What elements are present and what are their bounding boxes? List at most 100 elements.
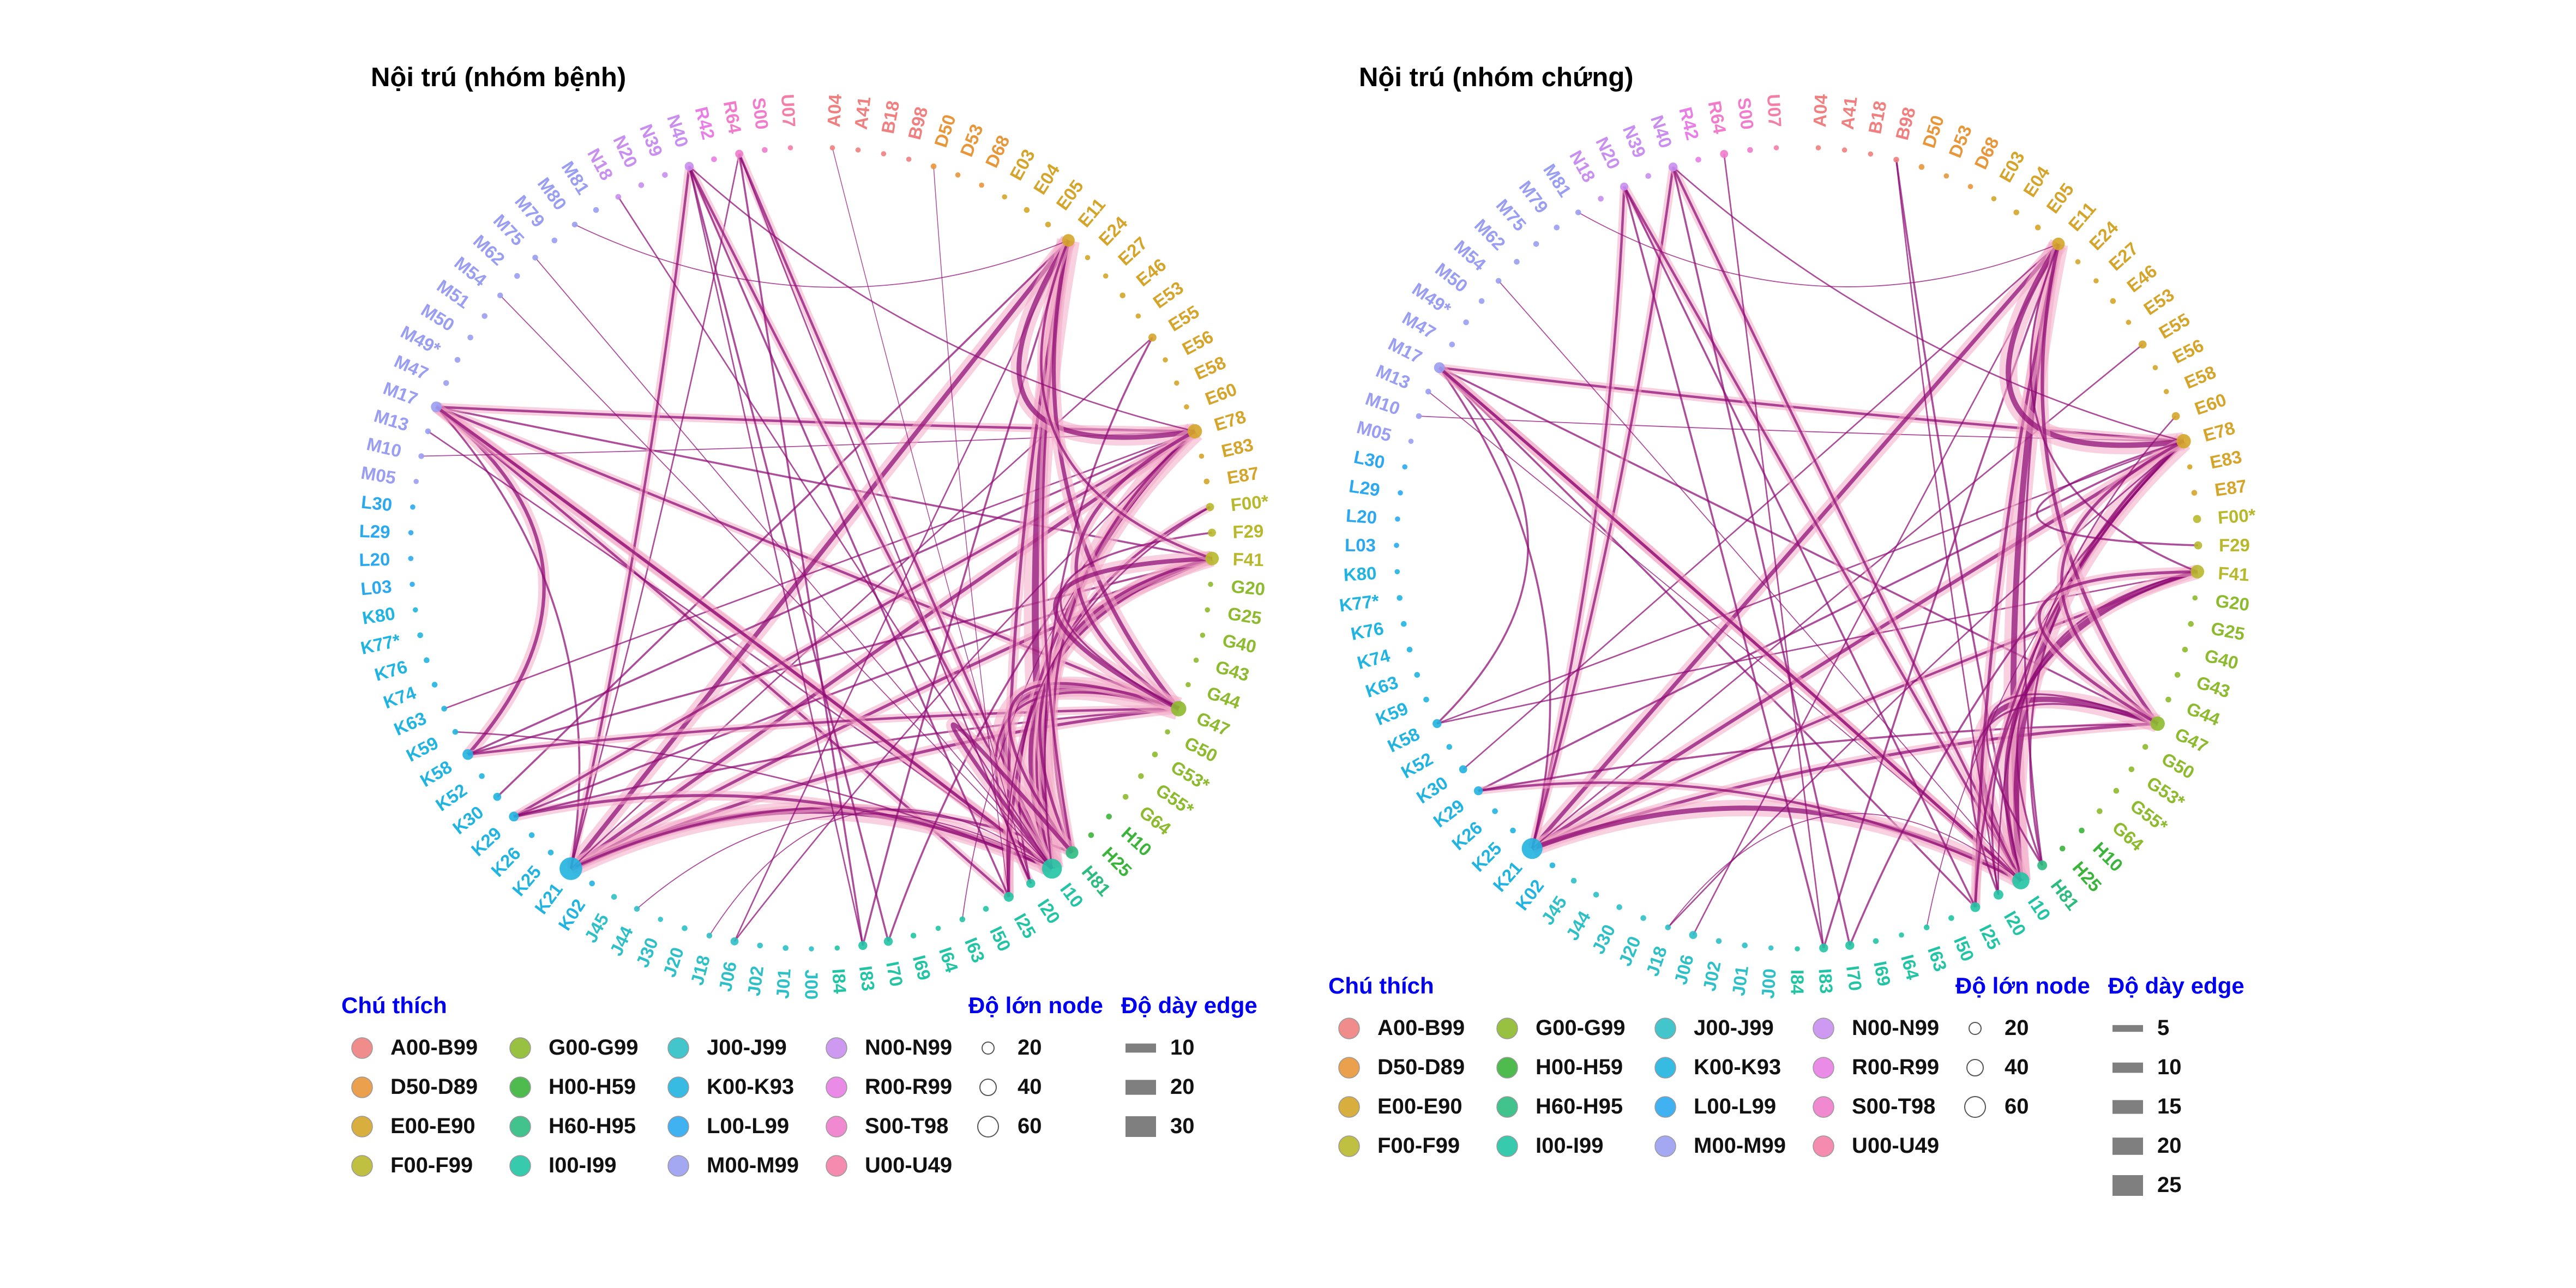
node-I69 — [910, 932, 917, 939]
node-J44 — [634, 906, 640, 912]
node-I64 — [935, 925, 941, 931]
node-M13 — [1425, 388, 1431, 395]
edge-width-swatch — [1126, 1116, 1156, 1137]
node-K74 — [1406, 647, 1413, 653]
node-N39 — [662, 172, 668, 178]
node-label-I84: I84 — [828, 968, 850, 995]
node-K29 — [509, 811, 519, 822]
node-B18 — [881, 151, 887, 157]
node-label-F00*: F00* — [2217, 505, 2256, 528]
node-N20 — [638, 182, 645, 188]
node-K63 — [441, 706, 447, 712]
node-M51 — [482, 313, 487, 319]
node-E53 — [2126, 320, 2132, 325]
edge-K30-E11 — [1462, 243, 2059, 770]
node-U07 — [787, 145, 793, 151]
node-label-J44: J44 — [606, 923, 637, 959]
node-label-N20: N20 — [609, 132, 641, 171]
node-label-B18: B18 — [877, 99, 903, 135]
edge-H81-E78 — [2029, 440, 2184, 866]
chord-chart-control: Nội trú (nhóm chứng) A04 A41 B18 B98D50D53D6… — [1338, 63, 2256, 999]
chord-chart-case: Nội trú (nhóm bệnh) A04 A41 B18 B98D50D53D68… — [359, 63, 1269, 1000]
node-K63 — [1414, 672, 1421, 678]
node-label-E87: E87 — [2213, 476, 2248, 500]
legend-label-S00-T98: S00-T98 — [865, 1114, 948, 1138]
node-label-J45: J45 — [1537, 892, 1570, 928]
node-K25 — [1510, 827, 1516, 834]
edge-F41-G47 — [2038, 570, 2198, 725]
legend-swatch-G00-G99 — [509, 1037, 531, 1059]
node-label-I10: I10 — [2024, 892, 2055, 924]
node-label-I64: I64 — [935, 944, 962, 975]
node-label-H81: H81 — [2047, 876, 2083, 914]
node-label-I64: I64 — [1897, 953, 1923, 983]
node-M81 — [593, 207, 599, 213]
edge-width-swatch — [2112, 1100, 2143, 1114]
edge-F41-G47 — [1053, 556, 1212, 711]
node-label-G44: G44 — [1204, 682, 1243, 713]
node-label-K76: K76 — [1349, 618, 1385, 644]
edge-H81-G47 — [1986, 693, 2158, 866]
node-F41 — [1205, 551, 1219, 565]
node-label-E60: E60 — [1202, 379, 1239, 409]
node-label-J18: J18 — [1642, 944, 1671, 979]
legend-label-D50-D89: D50-D89 — [390, 1075, 478, 1099]
edge-R64-I20 — [738, 153, 1032, 884]
node-label-I20: I20 — [1034, 895, 1064, 928]
node-label-F00*: F00* — [1230, 491, 1269, 515]
legend-swatch-J00-J99 — [667, 1037, 689, 1059]
node-E78 — [2176, 434, 2191, 449]
node-M75 — [1533, 241, 1539, 247]
node-E78 — [1187, 424, 1202, 439]
node-label-E53: E53 — [2140, 284, 2177, 319]
edge-width-swatch — [1126, 1080, 1156, 1095]
legend-control: Chú thích A00-B99 D50-D89 E00-E90 F00-F99 G00… — [1328, 973, 2244, 1197]
node-G44 — [1185, 682, 1191, 688]
edge-width-value: 30 — [1170, 1114, 1195, 1138]
node-label-J01: J01 — [772, 968, 794, 999]
edge-width-value: 20 — [1170, 1075, 1195, 1099]
edge-J44-I10 — [636, 813, 1052, 910]
node-B98 — [906, 157, 912, 162]
node-M17 — [1434, 362, 1445, 374]
node-M50 — [467, 334, 473, 341]
node-M75 — [532, 255, 538, 261]
node-L03 — [410, 581, 415, 587]
legend-swatch-U00-U49 — [1813, 1135, 1834, 1157]
node-label-N20: N20 — [1592, 134, 1624, 172]
legend-title: Chú thích — [1328, 973, 1434, 998]
legend-swatch-H00-H59 — [509, 1076, 531, 1098]
node-E11 — [2052, 237, 2065, 250]
legend-swatch-N00-N99 — [826, 1037, 847, 1059]
legend-label-H60-H95: H60-H95 — [549, 1114, 636, 1138]
edge-E11-G47 — [2041, 243, 2159, 725]
edge-I20-G47 — [1970, 703, 2158, 895]
node-label-K52: K52 — [1398, 748, 1436, 782]
node-F29 — [2194, 541, 2202, 550]
node-H10 — [2079, 827, 2085, 834]
legend-label-G00-G99: G00-G99 — [1536, 1016, 1626, 1040]
node-label-M05: M05 — [1355, 417, 1394, 446]
legend-swatch-S00-T98 — [1813, 1096, 1834, 1118]
node-A04 — [1815, 145, 1821, 151]
node-I50 — [983, 906, 989, 912]
node-J00 — [809, 946, 814, 952]
node-label-J02: J02 — [1699, 959, 1725, 992]
edge-H81-F41 — [2016, 570, 2198, 866]
node-label-G20: G20 — [1230, 576, 1266, 599]
edge-F41-E11 — [2030, 243, 2198, 573]
node-label-U07: U07 — [778, 94, 799, 128]
node-J45 — [1570, 877, 1577, 884]
node-label-M10: M10 — [365, 434, 404, 461]
node-M13 — [425, 428, 431, 435]
node-E24 — [2075, 259, 2081, 264]
edge-K21-M17 — [435, 406, 581, 869]
node-label-K77*: K77* — [1338, 591, 1381, 616]
node-L20 — [1395, 516, 1400, 522]
node-G20 — [2192, 595, 2198, 601]
legend-label-M00-M99: M00-M99 — [1694, 1134, 1786, 1158]
node-label-L29: L29 — [1348, 476, 1381, 499]
node-E46 — [1120, 292, 1126, 299]
node-J02 — [757, 942, 763, 949]
node-G43 — [2174, 672, 2181, 678]
